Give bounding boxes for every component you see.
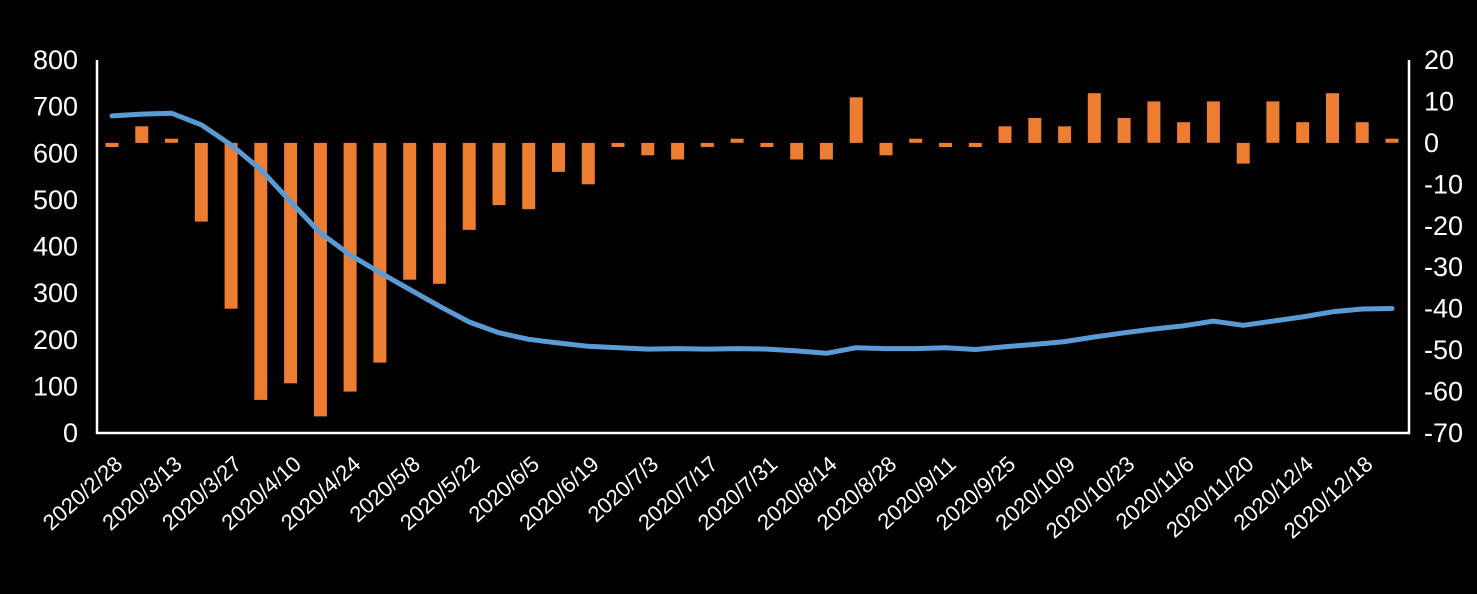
bar-2020/3/13: [165, 138, 178, 143]
bar-2020/3/20: [194, 142, 208, 222]
bar-2020/9/4: [909, 138, 923, 143]
bar-2020/4/24: [343, 142, 357, 392]
y-axis-right-tick-label: -60: [1424, 377, 1463, 407]
bar-2020/7/24: [730, 138, 744, 143]
bar-2020/11/13: [1206, 101, 1220, 143]
bar-2020/12/11: [1326, 93, 1339, 143]
bar-2020/8/7: [790, 142, 804, 160]
bar-2020/8/21: [849, 97, 863, 143]
y-axis-left-tick-label: 400: [33, 232, 78, 262]
bar-2020/9/25: [998, 126, 1012, 143]
bar-2020/6/19: [581, 142, 595, 185]
bar-2020/11/20: [1236, 142, 1250, 164]
y-axis-right-tick-label: 20: [1424, 45, 1454, 75]
bar-2020/10/30: [1147, 101, 1161, 143]
y-axis-right-tick-label: -70: [1424, 418, 1463, 448]
y-axis-left-tick-label: 500: [33, 185, 78, 215]
bar-2020/4/3: [254, 142, 268, 400]
bar-2020/10/23: [1117, 118, 1131, 143]
y-axis-left-tick-label: 200: [33, 325, 78, 355]
y-axis-right-tick-label: 0: [1424, 128, 1439, 158]
bar-2020/5/22: [462, 142, 476, 230]
bar-2020/3/6: [135, 126, 149, 143]
bar-2020/12/25: [1385, 138, 1399, 143]
bar-2020/6/26: [611, 142, 625, 147]
y-axis-left-tick-label: 700: [33, 92, 78, 122]
bar-2020/7/17: [700, 142, 714, 147]
bar-2020/6/5: [522, 142, 536, 210]
y-axis-right-tick-label: -30: [1424, 252, 1463, 282]
line-series: [109, 110, 1395, 356]
bar-2020/5/1: [373, 142, 387, 363]
y-axis-right-tick-label: -50: [1424, 335, 1463, 365]
bar-2020/12/18: [1355, 122, 1369, 143]
bar-2020/8/28: [879, 142, 893, 156]
y-axis-left-tick-label: 600: [33, 138, 78, 168]
y-axis-left-tick-label: 300: [33, 278, 78, 308]
bar-2020/4/10: [284, 142, 298, 384]
bar-2020/6/12: [552, 142, 565, 172]
bar-2020/7/31: [760, 142, 774, 147]
bar-2020/7/10: [671, 142, 685, 160]
bar-2020/5/8: [403, 142, 417, 280]
y-axis-left-tick-label: 100: [33, 371, 78, 401]
bar-2020/3/27: [224, 142, 238, 309]
y-axis-left-tick-label: 0: [63, 418, 78, 448]
bar-2020/8/14: [819, 142, 833, 160]
bar-2020/9/18: [968, 142, 982, 147]
y-axis-right-tick-label: 10: [1424, 86, 1454, 116]
bar-2020/10/16: [1087, 93, 1101, 143]
bar-2020/5/15: [432, 142, 446, 284]
bar-2020/11/27: [1266, 101, 1280, 143]
bar-2020/4/17: [313, 142, 327, 417]
bar-2020/2/28: [105, 142, 119, 147]
y-axis-right-tick-label: -20: [1424, 211, 1463, 241]
bar-2020/5/29: [492, 142, 506, 206]
bar-2020/12/4: [1296, 122, 1310, 143]
y-axis-right-tick-label: -10: [1424, 169, 1463, 199]
bar-2020/7/3: [641, 142, 655, 156]
bar-2020/10/9: [1058, 126, 1072, 143]
bar-2020/11/6: [1177, 122, 1191, 143]
y-axis-left-tick-label: 800: [33, 45, 78, 75]
bar-2020/10/2: [1028, 118, 1042, 143]
bar-2020/9/11: [939, 142, 952, 147]
y-axis-right-tick-label: -40: [1424, 294, 1463, 324]
